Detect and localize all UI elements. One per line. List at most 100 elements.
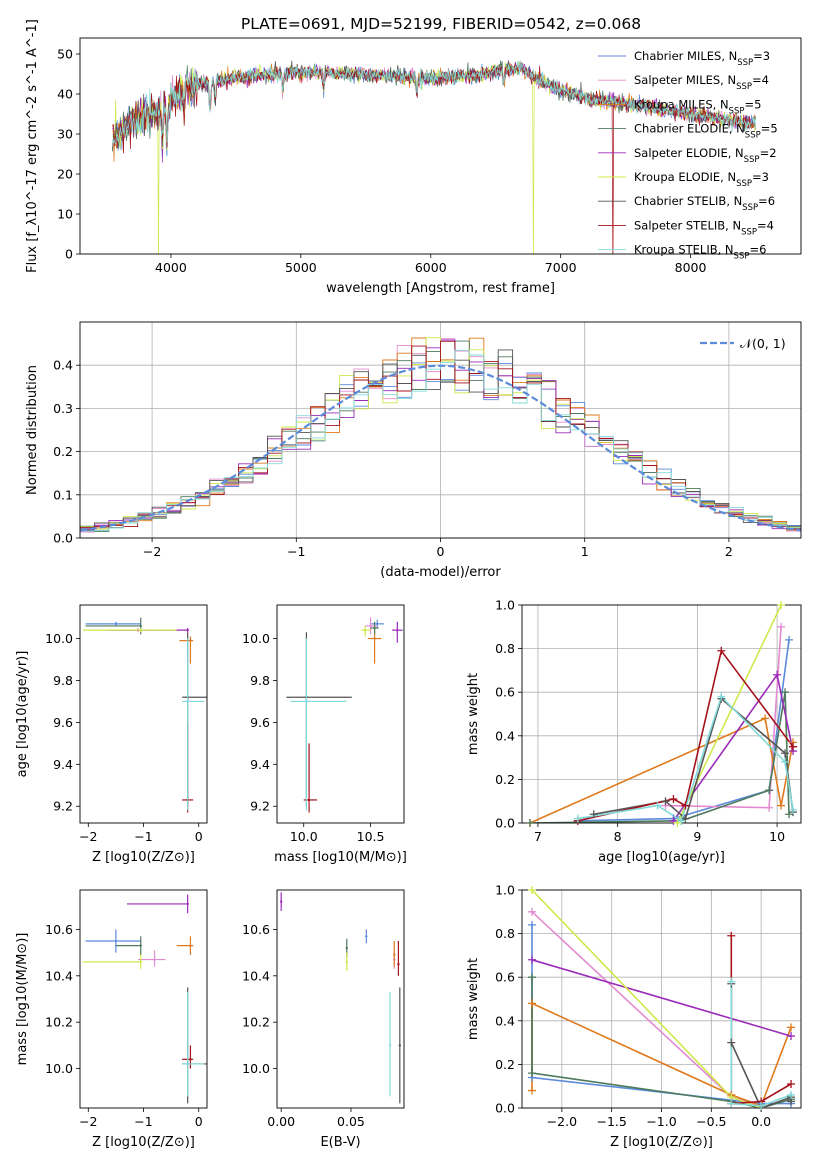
mass_vs_Z-ytick-label: 10.6 — [45, 922, 73, 937]
mass_vs_ebv-ytick-label: 10.6 — [242, 922, 270, 937]
weight_vs_Z-ytick-label: 1.0 — [495, 883, 515, 898]
marker-krou_elodie — [527, 886, 536, 894]
weight_vs_age-ytick-label: 0.8 — [495, 641, 515, 656]
mass_vs_Z-ytick-label: 10.0 — [45, 1061, 73, 1076]
point-krou_stelib — [388, 1044, 392, 1047]
spectrum-xtick-label: 5000 — [285, 260, 317, 275]
spectrum-plot-area — [112, 60, 756, 254]
mass_vs_Z-ytick-label: 10.4 — [45, 968, 73, 983]
legend-label-salp_stelib: Salpeter STELIB, NSSP=4 — [634, 218, 774, 237]
weight_vs_age-ytick-label: 0.4 — [495, 728, 515, 743]
point-krou_miles — [189, 944, 192, 947]
age_vs_Z-xlabel: Z [log10(Z/Z⊙)] — [92, 850, 195, 865]
marker-salp_miles — [527, 907, 536, 916]
marker-chab_stelib — [781, 749, 790, 758]
point-chab_miles — [365, 935, 368, 938]
residuals-frame — [79, 321, 802, 539]
age_vs_mass-xtick-label: 10.0 — [290, 829, 318, 844]
marker-chab_elodie — [765, 786, 774, 795]
weight_vs_age-ytick-label: 0.2 — [495, 772, 515, 787]
weight_vs_Z-ytick-label: 0.0 — [495, 1101, 515, 1116]
legend-label-krou_elodie: Kroupa ELODIE, NSSP=3 — [634, 170, 769, 189]
spectrum-xtick-label: 6000 — [415, 260, 447, 275]
age_vs_Z-xtick-label: 0 — [195, 829, 203, 844]
marker-chab_elodie — [525, 819, 534, 827]
plots: 4000 5000 6000 7000 800001020304050wavelengt… — [15, 19, 802, 1150]
weight_vs_age-ytick-label: 0.0 — [495, 816, 515, 831]
age_vs_mass-frame — [276, 604, 405, 824]
normal-curve — [80, 364, 801, 532]
marker-krou_stelib — [573, 814, 582, 823]
weight_vs_Z-xtick-label: −1.5 — [596, 1114, 626, 1129]
residuals-xtick-label: 0 — [437, 544, 445, 559]
legend-label-krou_miles: Kroupa MILES, NSSP=5 — [634, 97, 761, 116]
point-krou_miles — [373, 637, 376, 640]
legend-label-chab_stelib: Chabrier STELIB, NSSP=6 — [634, 194, 775, 213]
point-chab_miles — [114, 939, 118, 943]
marker-salp_elodie — [527, 955, 536, 964]
weight_vs_Z-ytick-label: 0.8 — [495, 926, 515, 941]
marker-salp_miles — [765, 803, 774, 812]
weight_vs_Z-plot-area — [531, 890, 792, 1108]
spectrum-legend: Chabrier MILES, NSSP=3 Salpeter MILES, NS… — [598, 49, 778, 262]
age_vs_mass-plot-area — [286, 617, 403, 813]
residuals-ytick-label: 0.3 — [53, 401, 73, 416]
point-chab_elodie — [139, 944, 142, 947]
point-chab_miles — [114, 622, 118, 626]
weight_vs_age-ytick-label: 1.0 — [495, 598, 515, 613]
marker-krou_stelib — [757, 1101, 766, 1110]
weight_vs_Z-xlabel: Z [log10(Z/Z⊙)] — [610, 1135, 713, 1150]
weight_vs_age-xtick-label: 10 — [769, 829, 785, 844]
marker-salp_elodie — [787, 1032, 796, 1041]
point-krou_elodie — [139, 628, 142, 632]
spectrum-xtick-label: 8000 — [675, 260, 707, 275]
residuals-xtick-label: 2 — [725, 544, 733, 559]
weight_vs_Z-ytick-label: 0.2 — [495, 1057, 515, 1072]
marker-salp_elodie — [773, 670, 782, 679]
legend-label-salp_miles: Salpeter MILES, NSSP=4 — [634, 73, 769, 92]
point-krou_stelib — [186, 1062, 189, 1066]
marker-krou_stelib — [653, 801, 662, 810]
mass_vs_ebv-ytick-label: 10.0 — [242, 1061, 270, 1076]
point-salp_elodie — [186, 902, 189, 906]
line-krou_stelib — [577, 695, 794, 823]
legend-label-normal: 𝒩(0, 1) — [740, 336, 786, 351]
residuals-xtick-label: 1 — [581, 544, 589, 559]
point-salp_miles — [369, 624, 372, 628]
mass_vs_Z-xlabel: Z [log10(Z/Z⊙)] — [92, 1135, 195, 1150]
age_vs_Z-frame — [79, 604, 208, 824]
point-salp_miles — [153, 958, 156, 961]
spectrum-ylabel: Flux [f_λ10^-17 erg cm^-2 s^-1 A^-1] — [25, 19, 40, 273]
spectrum-ytick-label: 40 — [57, 87, 73, 102]
mass_vs_ebv-panel: 0.00 0.05 10.0 10.2 10.4 10.6 E(B-V) — [242, 889, 405, 1150]
weight_vs_Z-panel: −2.0 −1.5 −1.0 −0.5 0.0 0.0 0.2 0.4 0.6 0.8 1.0 Z [… — [466, 883, 802, 1150]
line-chab_miles — [577, 639, 790, 822]
residuals-ytick-label: 0.0 — [53, 531, 73, 546]
marker-salp_stelib — [787, 1080, 796, 1089]
weight_vs_Z-xtick-label: −2.0 — [547, 1114, 577, 1129]
age_vs_mass-panel: 10.0 10.5 9.2 9.4 9.6 9.8 10.0 mass [log10(M/M⊙… — [242, 604, 407, 865]
mass_vs_Z-ytick-label: 10.2 — [45, 1015, 73, 1030]
legend-label-chab_miles: Chabrier MILES, NSSP=3 — [634, 49, 770, 68]
point-krou_stelib — [305, 700, 308, 703]
marker-krou_miles — [777, 801, 786, 810]
residuals-panel: −2 −1 0 1 2 0.0 0.1 0.2 0.3 0.4 (data-model)/error… — [25, 321, 802, 580]
point-salp_stelib — [397, 963, 400, 966]
spectrum-ytick-label: 50 — [57, 47, 73, 62]
marker-krou_stelib — [717, 692, 726, 701]
age_vs_mass-ytick-label: 9.4 — [250, 757, 270, 772]
mass_vs_Z-xtick-label: 0 — [195, 1114, 203, 1129]
marker-krou_stelib — [727, 977, 736, 986]
point-chab_miles — [376, 622, 379, 626]
marker-chab_miles — [785, 635, 794, 644]
point-salp_elodie — [186, 628, 189, 632]
mass_vs_ebv-plot-area — [279, 892, 402, 1104]
weight_vs_age-xtick-label: 7 — [534, 829, 542, 844]
weight_vs_Z-ytick-label: 0.4 — [495, 1013, 515, 1028]
weight_vs_Z-xtick-label: −0.5 — [696, 1114, 726, 1129]
residuals-plot-area — [80, 337, 801, 538]
point-chab_elodie — [139, 624, 142, 628]
age_vs_mass-xtick-label: 10.5 — [357, 829, 385, 844]
point-salp_stelib — [307, 798, 311, 802]
spectrum-panel: 4000 5000 6000 7000 8000 0 10 20 30 40 50 wavelengt… — [25, 19, 802, 296]
